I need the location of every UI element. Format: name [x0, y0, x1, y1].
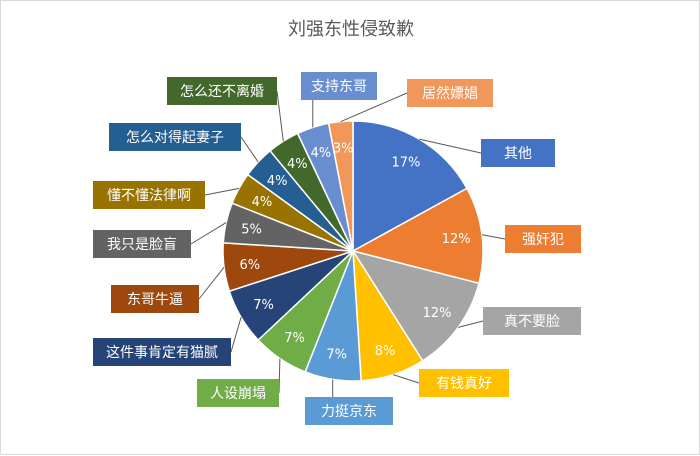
leader-line-3: [458, 320, 484, 328]
category-label-4: 有钱真好: [436, 376, 492, 392]
callout-box-7: [93, 338, 231, 366]
callout-box-3: [483, 307, 581, 335]
callout-box-12: [167, 77, 277, 105]
callout-box-5: [305, 397, 393, 425]
callout-box-1: [481, 139, 555, 167]
callout-box-6: [197, 379, 279, 407]
percent-label-11: 4%: [267, 174, 288, 189]
category-label-8: 东哥牛逼: [127, 292, 183, 308]
percent-label-7: 7%: [253, 298, 274, 313]
percent-label-8: 6%: [239, 258, 260, 273]
leader-line-4: [393, 374, 420, 384]
leader-line-9: [190, 222, 227, 245]
leader-line-7: [230, 317, 242, 353]
percent-label-4: 8%: [375, 344, 396, 359]
leader-line-2: [481, 234, 506, 240]
callout-box-11: [109, 123, 241, 151]
pie-slice-14: [327, 120, 354, 252]
callout-box-13: [301, 72, 377, 100]
pie-slice-3: [351, 249, 480, 362]
percent-label-9: 5%: [241, 222, 262, 237]
percent-label-2: 12%: [442, 232, 471, 247]
chart-title: 刘强东性侵致歉: [288, 19, 414, 40]
category-label-10: 懂不懂法律啊: [107, 188, 191, 204]
category-label-14: 居然嫖娼: [422, 85, 478, 102]
percent-label-10: 4%: [252, 195, 273, 210]
category-label-9: 我只是脸盲: [107, 236, 177, 253]
pie-slice-1: [352, 120, 468, 253]
leader-line-11: [240, 136, 259, 163]
pie-slices: [222, 120, 484, 382]
category-label-1: 其他: [504, 146, 532, 162]
category-label-7: 这件事肯定有猫腻: [106, 344, 218, 361]
percent-label-12: 4%: [287, 157, 308, 172]
percent-label-13: 4%: [311, 146, 332, 161]
callout-box-14: [407, 79, 493, 107]
percent-labels: 17%12%12%8%7%7%7%6%5%4%4%4%4% 3%: [239, 142, 470, 363]
percent-label-5: 7%: [326, 348, 347, 363]
callout-box-8: [111, 285, 199, 313]
callout-box-4: [419, 369, 509, 397]
category-label-13: 支持东哥: [311, 79, 367, 95]
category-label-3: 真不要脸: [504, 314, 560, 330]
leader-line-8: [198, 266, 225, 300]
category-label-6: 人设崩塌: [210, 386, 266, 402]
category-label-12: 怎么还不离婚: [180, 83, 264, 100]
leader-line-12: [276, 90, 284, 142]
leader-lines: [190, 90, 506, 397]
leader-line-1: [419, 138, 482, 154]
leader-line-10: [204, 187, 240, 196]
percent-label-6: 7%: [284, 331, 305, 346]
leader-line-14: [340, 92, 408, 123]
category-label-2: 强奸犯: [522, 232, 564, 248]
callout-box-10: [93, 181, 205, 209]
pie-slice-2: [350, 187, 484, 285]
percent-label-14: 3%: [333, 142, 354, 157]
percent-label-1: 17%: [391, 156, 420, 171]
callout-box-9: [93, 230, 191, 258]
category-label-5: 力挺京东: [321, 404, 377, 420]
percent-label-3: 12%: [423, 306, 452, 321]
leader-line-6: [278, 358, 281, 394]
category-label-11: 怎么对得起妻子: [126, 129, 224, 146]
callout-box-2: [505, 225, 581, 253]
